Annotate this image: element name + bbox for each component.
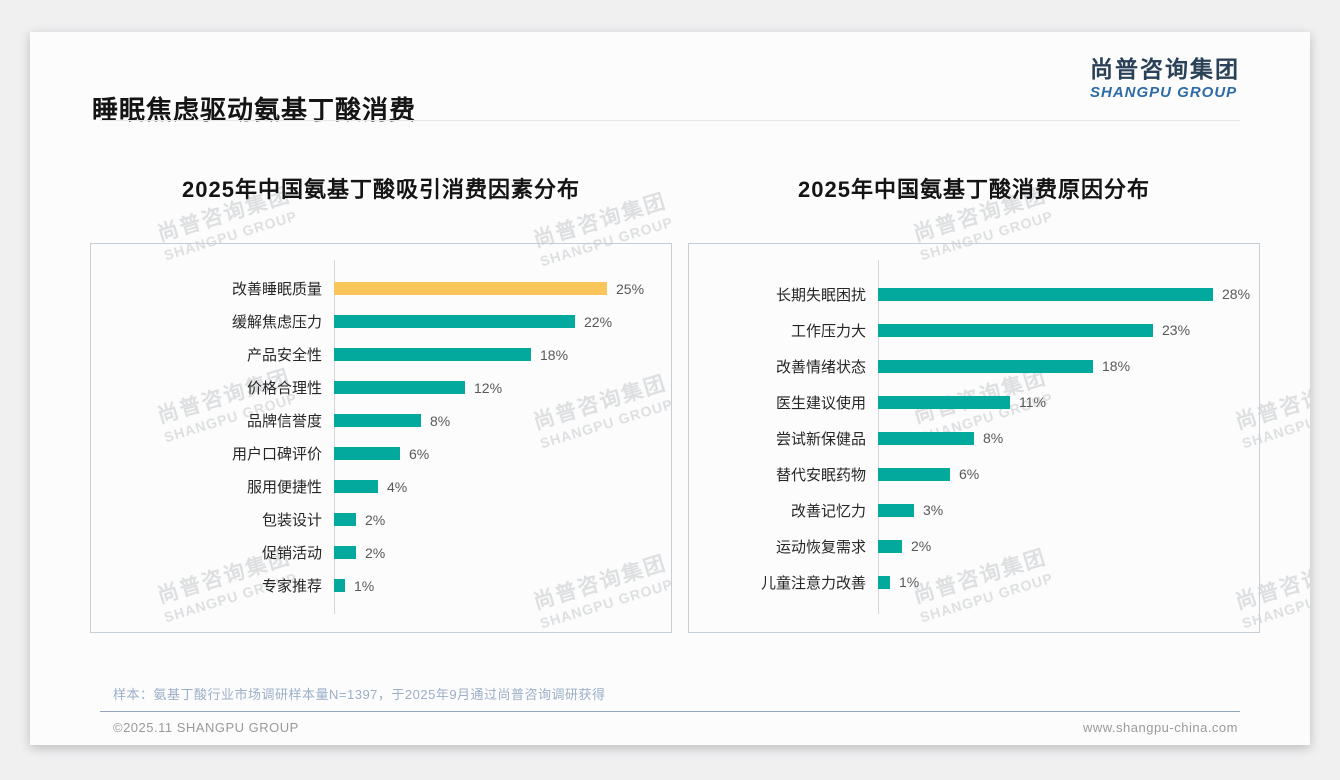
chart-row: 运动恢复需求 2%	[689, 528, 1259, 564]
right-chart-title: 2025年中国氨基丁酸消费原因分布	[798, 177, 1150, 202]
category-label: 缓解焦虑压力	[231, 314, 322, 331]
value-label: 2%	[911, 538, 932, 554]
value-label: 1%	[354, 577, 375, 594]
title-divider	[100, 120, 1240, 121]
category-label: 服用便捷性	[246, 479, 322, 496]
chart-row: 包装设计 2%	[91, 503, 671, 536]
category-label: 改善睡眠质量	[231, 281, 322, 298]
category-label: 品牌信誉度	[246, 413, 322, 430]
right-chart-rows: 长期失眠困扰 28% 工作压力大 23% 改善情绪状态 18% 医生建议使用 11% 尝试新保健…	[689, 276, 1259, 600]
footer-copyright: ©2025.11 SHANGPU GROUP	[113, 720, 299, 735]
bar	[334, 282, 607, 295]
category-label: 工作压力大	[790, 322, 866, 340]
chart-row: 品牌信誉度 8%	[91, 404, 671, 437]
value-label: 6%	[409, 445, 430, 462]
bar	[334, 414, 421, 427]
slide-card: 尚普咨询集团 SHANGPU GROUP 尚普咨询集团 SHANGPU GROUP 尚普…	[30, 32, 1310, 745]
category-label: 医生建议使用	[775, 394, 866, 412]
bar	[878, 323, 1153, 337]
chart-row: 工作压力大 23%	[689, 312, 1259, 348]
value-label: 25%	[616, 280, 645, 297]
category-label: 尝试新保健品	[775, 430, 866, 448]
bar	[878, 503, 914, 517]
chart-row: 替代安眠药物 6%	[689, 456, 1259, 492]
bar	[334, 513, 356, 526]
bar	[334, 348, 531, 361]
bar	[878, 431, 974, 445]
logo-text-cn: 尚普咨询集团	[1090, 56, 1240, 82]
chart-row: 价格合理性 12%	[91, 371, 671, 404]
value-label: 8%	[430, 412, 451, 429]
left-chart-title: 2025年中国氨基丁酸吸引消费因素分布	[182, 177, 580, 202]
chart-row: 尝试新保健品 8%	[689, 420, 1259, 456]
value-label: 22%	[584, 313, 613, 330]
category-label: 长期失眠困扰	[775, 286, 866, 304]
bar	[878, 539, 902, 553]
value-label: 12%	[474, 379, 503, 396]
value-label: 11%	[1019, 394, 1046, 410]
chart-row: 用户口碑评价 6%	[91, 437, 671, 470]
chart-row: 长期失眠困扰 28%	[689, 276, 1259, 312]
left-chart-rows: 改善睡眠质量 25% 缓解焦虑压力 22% 产品安全性 18% 价格合理性 12% 品牌信誉度 8…	[91, 272, 671, 602]
value-label: 1%	[899, 574, 920, 590]
chart-row: 服用便捷性 4%	[91, 470, 671, 503]
bar	[334, 315, 575, 328]
chart-row: 产品安全性 18%	[91, 338, 671, 371]
page-title: 睡眠焦虑驱动氨基丁酸消费	[92, 95, 417, 125]
chart-row: 改善记忆力 3%	[689, 492, 1259, 528]
bar	[334, 447, 400, 460]
category-label: 专家推荐	[261, 578, 322, 595]
value-label: 18%	[540, 346, 569, 363]
left-chart-axis-line	[334, 260, 335, 614]
sample-footnote: 样本：氨基丁酸行业市场调研样本量N=1397，于2025年9月通过尚普咨询调研获…	[113, 687, 606, 702]
value-label: 2%	[365, 544, 386, 561]
category-label: 促销活动	[261, 545, 322, 562]
chart-row: 医生建议使用 11%	[689, 384, 1259, 420]
chart-row: 儿童注意力改善 1%	[689, 564, 1259, 600]
category-label: 改善记忆力	[790, 502, 866, 520]
bar	[334, 381, 465, 394]
bar	[878, 395, 1010, 409]
chart-row: 改善情绪状态 18%	[689, 348, 1259, 384]
value-label: 18%	[1102, 358, 1131, 374]
left-chart-panel: 改善睡眠质量 25% 缓解焦虑压力 22% 产品安全性 18% 价格合理性 12% 品牌信誉度 8…	[90, 243, 672, 633]
footer-website: www.shangpu-china.com	[1082, 720, 1238, 735]
logo-text-en: SHANGPU GROUP	[1090, 83, 1238, 101]
value-label: 4%	[387, 478, 408, 495]
company-logo: 尚普咨询集团 SHANGPU GROUP	[1090, 56, 1240, 101]
bar	[334, 546, 356, 559]
chart-row: 改善睡眠质量 25%	[91, 272, 671, 305]
category-label: 替代安眠药物	[775, 466, 866, 484]
category-label: 价格合理性	[246, 380, 322, 397]
category-label: 用户口碑评价	[231, 446, 322, 463]
chart-row: 促销活动 2%	[91, 536, 671, 569]
bar	[334, 480, 378, 493]
value-label: 2%	[365, 511, 386, 528]
footer-divider	[100, 711, 1240, 712]
chart-row: 缓解焦虑压力 22%	[91, 305, 671, 338]
category-label: 运动恢复需求	[775, 538, 866, 556]
bar	[334, 579, 345, 592]
category-label: 包装设计	[261, 512, 322, 529]
right-chart-panel: 长期失眠困扰 28% 工作压力大 23% 改善情绪状态 18% 医生建议使用 11% 尝试新保健…	[688, 243, 1260, 633]
value-label: 8%	[983, 430, 1004, 446]
bar	[878, 575, 890, 589]
category-label: 儿童注意力改善	[760, 574, 866, 592]
chart-row: 专家推荐 1%	[91, 569, 671, 602]
category-label: 产品安全性	[246, 347, 322, 364]
value-label: 28%	[1222, 286, 1251, 302]
bar	[878, 287, 1213, 301]
category-label: 改善情绪状态	[775, 358, 866, 376]
value-label: 6%	[959, 466, 980, 482]
value-label: 23%	[1162, 322, 1191, 338]
bar	[878, 467, 950, 481]
bar	[878, 359, 1093, 373]
value-label: 3%	[923, 502, 944, 518]
